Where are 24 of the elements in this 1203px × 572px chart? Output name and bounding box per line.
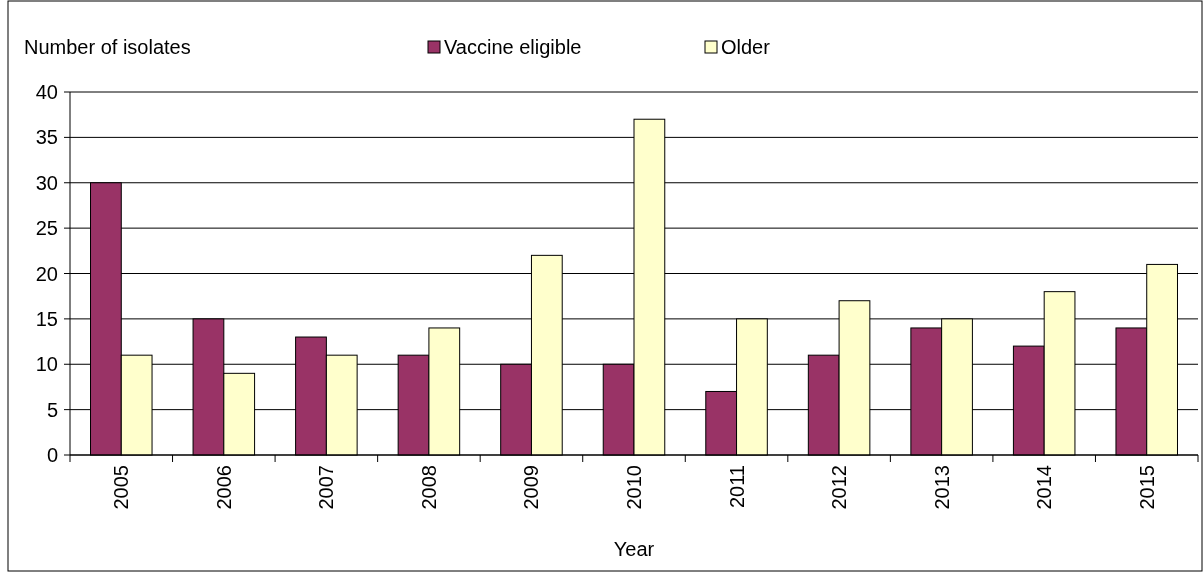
- x-tick-label: 2015: [1135, 465, 1158, 510]
- y-tick-label: 0: [46, 444, 58, 466]
- y-axis-title: Number of isolates: [24, 36, 191, 58]
- x-tick-label: 2011: [725, 465, 748, 509]
- y-tick-label: 30: [35, 171, 58, 194]
- y-tick-label: 5: [46, 398, 58, 421]
- x-tick-label: 2013: [930, 465, 953, 510]
- x-tick-label: 2008: [417, 465, 440, 510]
- x-tick-label: 2010: [623, 465, 645, 510]
- y-tick-label: 40: [35, 81, 58, 103]
- y-tick-label: 15: [35, 307, 58, 330]
- y-tick-label: 20: [35, 262, 58, 285]
- y-tick-label: 35: [35, 126, 58, 149]
- x-tick-label: 2009: [520, 465, 543, 510]
- x-tick-label: 2012: [828, 465, 851, 510]
- y-tick-label: 25: [35, 217, 58, 240]
- y-tick-label: 10: [35, 353, 58, 376]
- x-tick-label: 2014: [1033, 465, 1056, 510]
- x-tick-label: 2005: [110, 465, 133, 510]
- legend-label: Older: [721, 36, 771, 58]
- x-axis-title: Year: [613, 538, 655, 560]
- x-tick-label: 2007: [315, 465, 338, 510]
- x-tick-label: 2006: [212, 465, 235, 510]
- legend-label: Vaccine eligible: [444, 36, 582, 58]
